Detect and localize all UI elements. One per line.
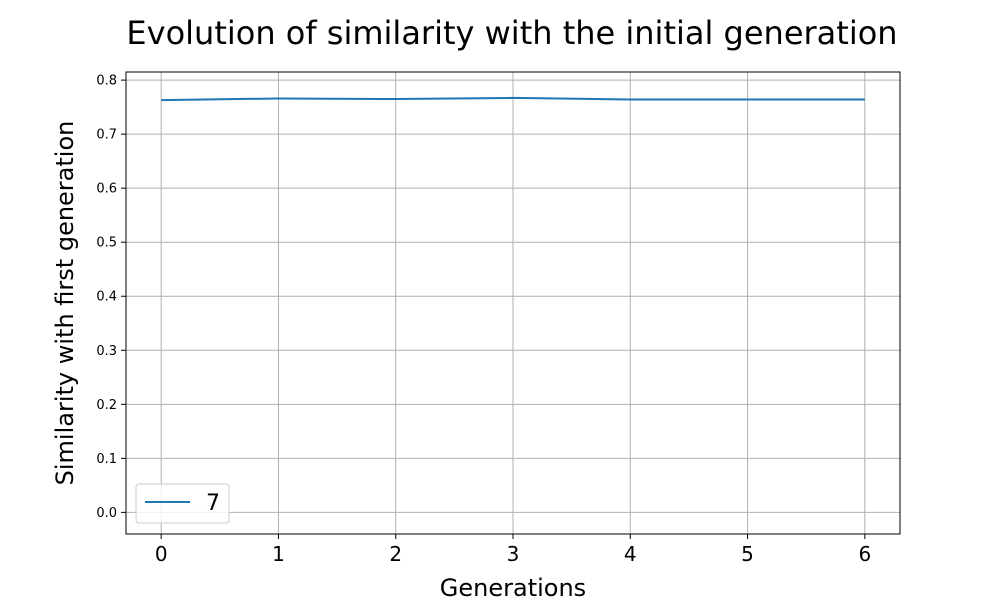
x-axis-label: Generations [440,574,586,600]
y-tick-label: 0.6 [96,182,117,197]
x-tick-label: 0 [155,542,168,566]
y-tick-label: 0.5 [96,236,117,251]
y-tick-label: 0.2 [96,398,117,413]
x-tick-label: 6 [858,542,871,566]
y-tick-label: 0.4 [96,290,117,305]
chart-title: Evolution of similarity with the initial… [126,14,897,52]
legend-box [135,483,230,524]
y-tick-label: 0.0 [96,506,117,521]
x-tick-label: 2 [389,542,402,566]
y-axis-label: Similarity with first generation [51,121,79,486]
y-axis-ticks: 0.0 0.1 0.2 0.3 0.4 0.5 0.6 0.7 0.8 [96,74,126,521]
y-tick-label: 0.8 [96,74,117,89]
legend-label-series-7: 7 [206,491,220,516]
legend: 7 [135,483,230,524]
x-tick-label: 3 [507,542,520,566]
x-gridlines [160,72,866,534]
y-tick-label: 0.7 [96,128,117,143]
x-tick-label: 4 [624,542,637,566]
x-axis-ticks: 0 1 2 3 4 5 6 [155,534,871,566]
series-line-7 [161,96,865,102]
y-tick-label: 0.1 [96,452,117,467]
y-tick-label: 0.3 [96,344,117,359]
x-tick-label: 1 [272,542,285,566]
x-tick-label: 5 [741,542,754,566]
series-layer [161,96,865,102]
y-gridlines [126,79,900,513]
